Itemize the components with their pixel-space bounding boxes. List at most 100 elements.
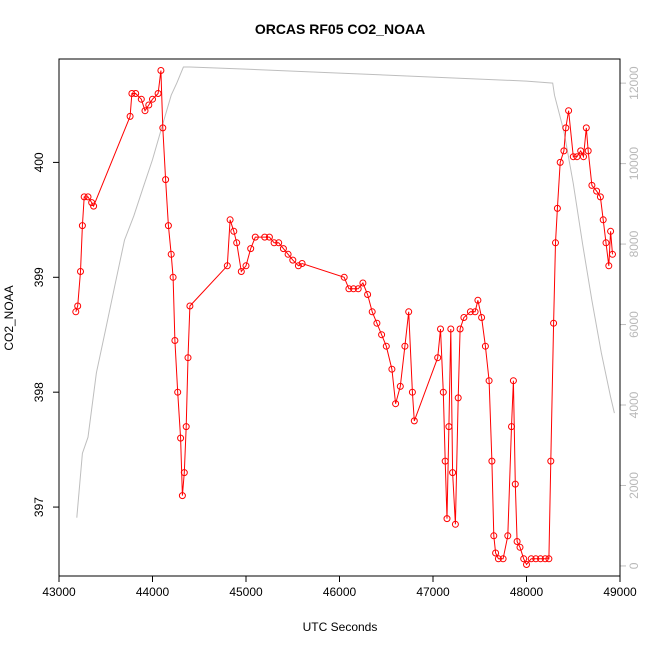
co2-point bbox=[247, 245, 255, 253]
co2-point bbox=[345, 285, 353, 293]
co2-point bbox=[485, 377, 493, 385]
co2-point bbox=[492, 549, 500, 557]
co2-point bbox=[434, 354, 442, 362]
x-tick-label: 47000 bbox=[416, 585, 450, 599]
co2-point bbox=[556, 158, 564, 166]
co2-point bbox=[562, 124, 570, 132]
co2-point bbox=[223, 262, 231, 270]
co2-point bbox=[466, 308, 474, 316]
y-axis-label: CO2_NOAA bbox=[2, 285, 16, 350]
co2-point bbox=[340, 273, 348, 281]
co2-point bbox=[509, 377, 517, 385]
x-tick-label: 45000 bbox=[229, 585, 263, 599]
co2-point bbox=[596, 193, 604, 201]
plot-frame bbox=[58, 58, 621, 577]
co2-series bbox=[72, 67, 616, 568]
co2-point bbox=[569, 153, 577, 161]
co2-point bbox=[577, 147, 585, 155]
co2-point bbox=[508, 423, 515, 431]
co2-point bbox=[90, 202, 98, 210]
co2-point bbox=[602, 239, 610, 247]
co2-point bbox=[443, 515, 451, 523]
co2-point bbox=[237, 268, 245, 275]
co2-point bbox=[154, 90, 162, 97]
co2-point bbox=[401, 342, 409, 350]
co2-point bbox=[481, 342, 489, 350]
co2-point bbox=[439, 388, 447, 396]
y2-tick-label: 10000 bbox=[627, 147, 641, 181]
x-tick-label: 43000 bbox=[42, 585, 76, 599]
co2-point bbox=[159, 124, 167, 132]
co2-point bbox=[547, 457, 555, 465]
co2-point bbox=[364, 291, 372, 298]
co2-point bbox=[359, 279, 367, 287]
x-axis-label: UTC Seconds bbox=[303, 620, 378, 634]
co2-point bbox=[169, 273, 177, 281]
co2-point bbox=[499, 555, 507, 563]
co2-point bbox=[408, 388, 416, 396]
co2-point bbox=[177, 434, 185, 442]
co2-point bbox=[605, 262, 613, 270]
co2-point bbox=[182, 423, 190, 431]
co2-point bbox=[80, 193, 88, 201]
co2-point bbox=[368, 308, 376, 316]
co2-point bbox=[350, 285, 357, 293]
co2-point bbox=[565, 107, 573, 115]
co2-point bbox=[523, 561, 530, 568]
co2-point bbox=[504, 532, 512, 540]
y-tick-label: 398 bbox=[32, 382, 46, 402]
co2-point bbox=[137, 95, 145, 103]
co2-point bbox=[405, 308, 413, 316]
co2-point bbox=[174, 388, 182, 396]
co2-point bbox=[251, 233, 259, 241]
co2-point bbox=[537, 555, 544, 563]
co2-point bbox=[74, 302, 82, 310]
co2-point bbox=[516, 543, 524, 551]
co2-point bbox=[78, 222, 86, 230]
co2-point bbox=[445, 423, 453, 431]
altitude-line bbox=[76, 66, 615, 518]
y2-tick-label: 12000 bbox=[627, 66, 641, 100]
co2-point bbox=[532, 555, 540, 563]
co2-point bbox=[167, 250, 175, 258]
co2-point bbox=[552, 239, 559, 247]
co2-point bbox=[126, 112, 134, 120]
y-tick-label: 400 bbox=[32, 152, 46, 172]
co2-point bbox=[410, 417, 418, 425]
x-tick-label: 46000 bbox=[323, 585, 357, 599]
co2-point bbox=[186, 302, 194, 310]
co2-point bbox=[162, 176, 170, 184]
co2-point bbox=[441, 457, 449, 465]
co2-point bbox=[77, 268, 84, 275]
co2-point bbox=[494, 555, 502, 563]
co2-point bbox=[382, 342, 390, 350]
x-tick-label: 48000 bbox=[510, 585, 544, 599]
co2-point bbox=[460, 314, 468, 321]
x-tick-label: 44000 bbox=[136, 585, 170, 599]
co2-point bbox=[511, 480, 519, 488]
co2-point bbox=[289, 256, 297, 264]
co2-point bbox=[454, 394, 462, 402]
y2-tick-label: 6000 bbox=[627, 311, 641, 338]
co2-point bbox=[545, 555, 553, 563]
co2-point bbox=[145, 101, 153, 109]
co2-point bbox=[437, 325, 444, 333]
co2-point bbox=[279, 245, 287, 253]
co2-point bbox=[584, 147, 592, 155]
y2-tick-label: 8000 bbox=[627, 230, 641, 257]
co2-point bbox=[392, 400, 400, 408]
co2-point bbox=[582, 124, 590, 132]
co2-point bbox=[456, 325, 464, 333]
co2-point bbox=[294, 262, 302, 270]
co2-point bbox=[451, 520, 459, 528]
co2-point bbox=[157, 67, 165, 74]
co2-point bbox=[164, 222, 172, 230]
co2-point bbox=[599, 216, 607, 224]
co2-point bbox=[513, 538, 521, 545]
co2-point bbox=[373, 319, 381, 327]
co2-point bbox=[88, 199, 96, 207]
co2-point bbox=[265, 233, 273, 241]
co2-point bbox=[84, 193, 92, 201]
chart-title: ORCAS RF05 CO2_NOAA bbox=[255, 21, 425, 37]
